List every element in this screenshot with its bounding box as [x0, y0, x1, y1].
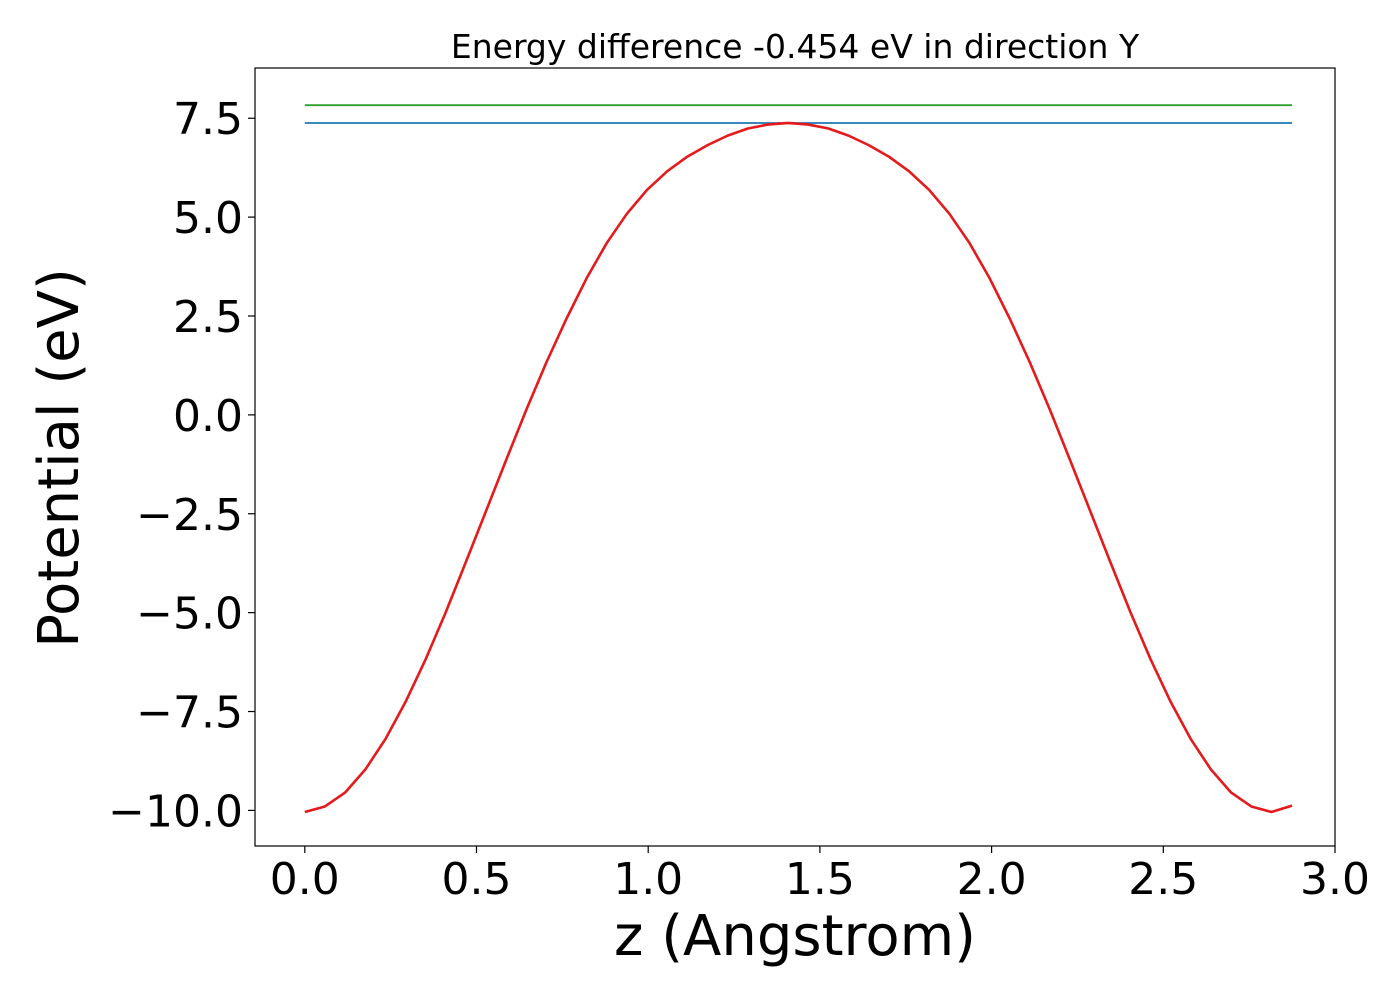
x-axis-title: z (Angstrom) [614, 904, 976, 969]
y-tick-label: 2.5 [173, 292, 243, 343]
x-tick-label: 3.0 [1300, 854, 1370, 905]
y-tick-label: −2.5 [136, 490, 243, 541]
x-tick-label: 0.0 [270, 854, 340, 905]
x-axis: 0.0 0.5 1.0 1.5 2.0 2.5 3.0 [270, 846, 1370, 905]
y-tick-label: 5.0 [173, 193, 243, 244]
y-tick-label: −5.0 [136, 589, 243, 640]
x-tick-label: 2.0 [957, 854, 1027, 905]
y-tick-label: 7.5 [173, 94, 243, 145]
x-tick-label: 2.5 [1128, 854, 1198, 905]
x-tick-label: 0.5 [442, 854, 512, 905]
plot-frame [254, 67, 1336, 847]
chart-title: Energy difference -0.454 eV in direction… [451, 27, 1140, 66]
x-tick-label: 1.5 [785, 854, 855, 905]
y-tick-label: 0.0 [173, 391, 243, 442]
x-tick-label: 1.0 [613, 854, 683, 905]
series-line-3 [304, 121, 1293, 814]
y-axis-title: Potential (eV) [27, 268, 92, 648]
y-axis: −10.0 −7.5 −5.0 −2.5 0.0 2.5 5.0 7.5 [108, 94, 255, 837]
y-tick-label: −7.5 [136, 688, 243, 739]
y-tick-label: −10.0 [108, 786, 243, 837]
series-layer [304, 104, 1293, 814]
